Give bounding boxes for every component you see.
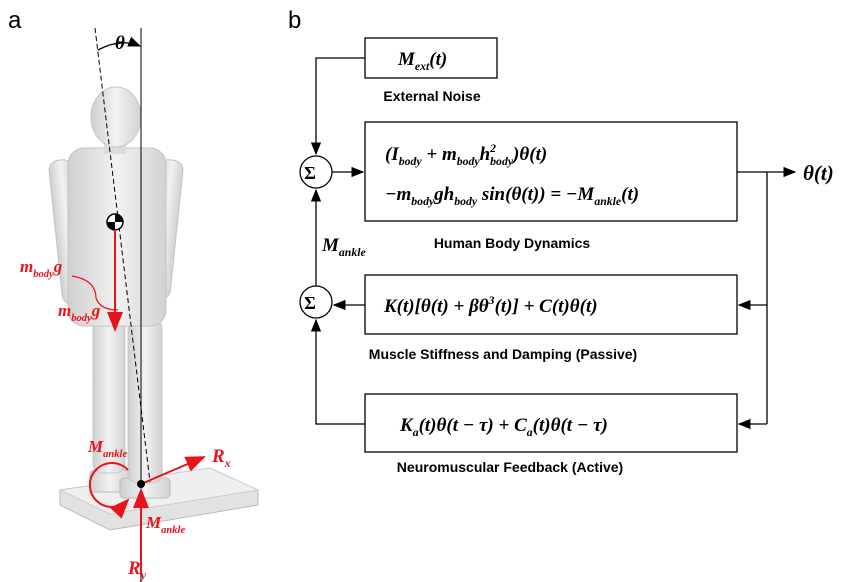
formula-text: C — [514, 415, 527, 436]
formula-text: g — [433, 184, 444, 205]
formula: Ka(t)θ(t − τ) + Ca(t)θ(t − τ) — [399, 415, 608, 439]
figure: a θ mbodyg mbodyg Mankle Mankle Rx Ry b … — [0, 0, 850, 582]
formula-text: M — [145, 513, 162, 532]
com-marker — [107, 214, 123, 230]
formula-text: (t)] + C(t)θ(t) — [495, 296, 598, 317]
formula-text: M — [321, 235, 340, 256]
formula-text: m — [442, 144, 457, 165]
script-text: y — [139, 569, 147, 582]
formula-text: θ(t) — [803, 161, 834, 185]
formula-text: R — [211, 446, 225, 467]
script-text: body — [457, 155, 481, 168]
formula-text: g — [91, 301, 101, 320]
formula-text: g — [53, 257, 63, 276]
formula-text: M — [576, 184, 595, 205]
formula-text: h — [444, 184, 455, 205]
ankle-joint — [137, 480, 145, 488]
formula-text: − — [385, 184, 397, 205]
script-text: body — [490, 155, 514, 168]
script-text: body — [33, 269, 54, 280]
formula-text: h — [480, 144, 491, 165]
formula-text: (t) — [621, 184, 639, 205]
formula-text: K(t)[θ(t) + β — [383, 296, 479, 317]
formula-text: M — [397, 49, 416, 70]
angle-label: θ — [115, 33, 125, 54]
caption: Human Body Dynamics — [434, 235, 591, 251]
formula-text: (t) — [429, 49, 447, 70]
formula-text: sin(θ(t)) = − — [477, 184, 577, 205]
formula-text: (t)θ(t − τ) + — [419, 415, 515, 436]
caption: External Noise — [383, 88, 480, 104]
script-text: body — [71, 313, 92, 324]
formula-text: m — [397, 184, 412, 205]
script-text: body — [411, 195, 435, 208]
sum-symbol: Σ — [304, 293, 316, 313]
script-text: x — [224, 457, 231, 470]
formula-text: R — [127, 558, 141, 579]
script-text: body — [399, 155, 423, 168]
gravity-label: mbodyg — [20, 257, 63, 280]
output-label: θ(t) — [803, 161, 834, 185]
formula-text: + — [422, 144, 442, 165]
formula-text: m — [20, 257, 33, 276]
script-text: ankle — [339, 246, 366, 259]
script-text: ankle — [103, 449, 127, 460]
formula-text: M — [87, 437, 104, 456]
sum-symbol: Σ — [304, 163, 316, 183]
rx-label: Rx — [211, 446, 231, 470]
script-text: 2 — [489, 142, 496, 155]
ry-label: Ry — [127, 558, 147, 582]
panel-label: b — [288, 7, 301, 34]
caption: Neuromuscular Feedback (Active) — [397, 459, 623, 475]
script-text: ext — [415, 60, 430, 73]
script-text: body — [454, 195, 478, 208]
script-text: ankle — [594, 195, 621, 208]
formula-text: m — [58, 301, 71, 320]
script-text: ankle — [161, 525, 185, 536]
caption: Muscle Stiffness and Damping (Passive) — [369, 346, 637, 362]
ankle-label: Mankle — [321, 235, 366, 259]
panel-label: a — [8, 7, 22, 34]
formula-text: θ — [479, 296, 489, 317]
formula-text: )θ(t) — [511, 144, 547, 165]
formula-text: (t)θ(t − τ) — [533, 415, 608, 436]
